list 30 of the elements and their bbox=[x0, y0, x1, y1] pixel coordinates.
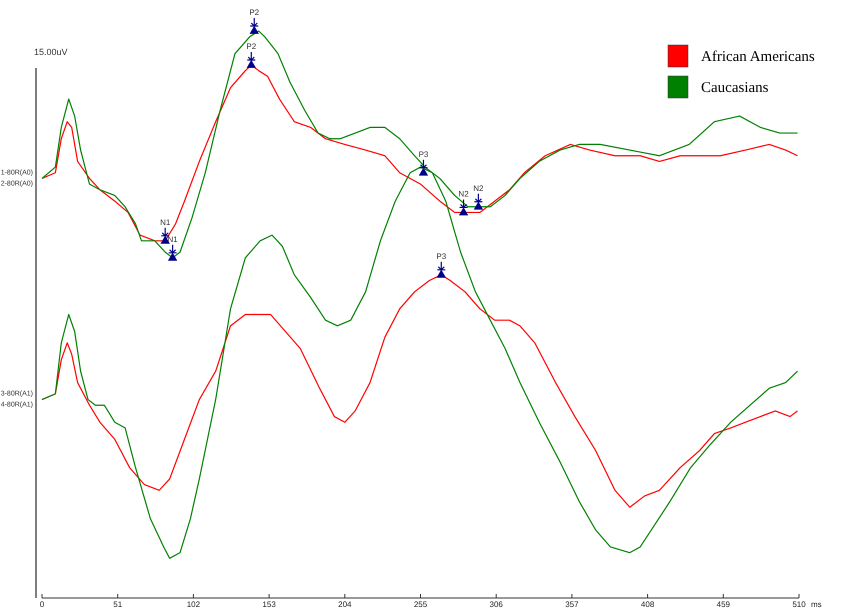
point bbox=[474, 202, 483, 210]
x-tick-label: 51 bbox=[113, 600, 123, 609]
x-tick-label: 510 bbox=[792, 600, 806, 609]
x-axis-title: ms bbox=[811, 600, 822, 609]
x-tick-label: 153 bbox=[262, 600, 276, 609]
annotation: N2 bbox=[458, 189, 470, 198]
annotation: P2 bbox=[249, 8, 260, 17]
annotation: N2 bbox=[473, 184, 484, 193]
point bbox=[436, 270, 446, 278]
x-tick-label: 204 bbox=[338, 600, 352, 609]
x-tick-label: 408 bbox=[640, 600, 655, 609]
point bbox=[459, 208, 468, 216]
x-tick-label: 306 bbox=[490, 600, 504, 609]
point bbox=[419, 168, 428, 176]
x-tick-label: 102 bbox=[186, 600, 201, 609]
annotation: P3 bbox=[436, 252, 447, 261]
legend-label: Caucasians bbox=[701, 80, 769, 96]
legend-label: African Americans bbox=[701, 49, 815, 65]
x-tick-label: 0 bbox=[40, 600, 45, 609]
point bbox=[168, 252, 178, 261]
x-tick-label: 459 bbox=[716, 600, 731, 609]
annotation: P2 bbox=[246, 42, 257, 52]
point bbox=[250, 26, 259, 34]
point bbox=[246, 60, 256, 68]
x-tick-label: 357 bbox=[565, 600, 580, 609]
y-axis-title: 15.00uV bbox=[34, 47, 68, 57]
annotation: P3 bbox=[418, 150, 429, 159]
annotation: N1 bbox=[160, 218, 171, 227]
x-tick-label: 255 bbox=[414, 600, 428, 609]
annotation: N1 bbox=[168, 234, 178, 244]
